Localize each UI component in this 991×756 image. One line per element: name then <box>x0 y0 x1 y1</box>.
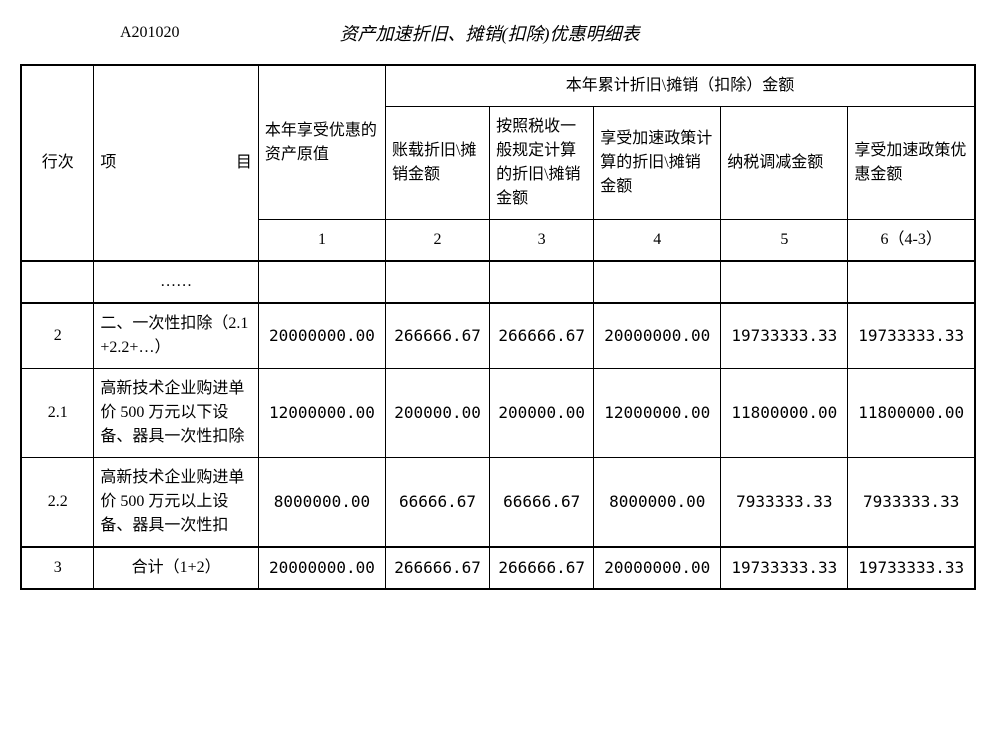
header-col6: 享受加速政策优惠金额 <box>848 107 975 220</box>
header-item: 项目 <box>94 65 259 261</box>
cell-value: 8000000.00 <box>258 458 385 548</box>
table-row: 2 二、一次性扣除（2.1+2.2+…） 20000000.00 266666.… <box>21 303 975 369</box>
cell-empty <box>721 261 848 303</box>
cell-rownum: 2 <box>21 303 94 369</box>
cell-value: 266666.67 <box>385 547 489 589</box>
cell-value: 200000.00 <box>490 369 594 458</box>
colnum-2: 2 <box>385 220 489 262</box>
table-row: 2.1 高新技术企业购进单价 500 万元以下设备、器具一次性扣除 120000… <box>21 369 975 458</box>
table-row: …… <box>21 261 975 303</box>
cell-value: 11800000.00 <box>848 369 975 458</box>
colnum-5: 5 <box>721 220 848 262</box>
cell-value: 19733333.33 <box>848 547 975 589</box>
cell-ellipsis: …… <box>94 261 259 303</box>
cell-value: 12000000.00 <box>258 369 385 458</box>
detail-table: 行次 项目 本年享受优惠的资产原值 本年累计折旧\摊销（扣除）金额 账载折旧\摊… <box>20 64 976 590</box>
cell-empty <box>258 261 385 303</box>
cell-item: 高新技术企业购进单价 500 万元以上设备、器具一次性扣 <box>94 458 259 548</box>
cell-value: 11800000.00 <box>721 369 848 458</box>
header-row-num: 行次 <box>21 65 94 261</box>
cell-value: 12000000.00 <box>594 369 721 458</box>
form-title: 资产加速折旧、摊销(扣除)优惠明细表 <box>340 20 640 46</box>
colnum-4: 4 <box>594 220 721 262</box>
cell-value: 66666.67 <box>490 458 594 548</box>
cell-value: 19733333.33 <box>848 303 975 369</box>
table-row: 2.2 高新技术企业购进单价 500 万元以上设备、器具一次性扣 8000000… <box>21 458 975 548</box>
cell-value: 66666.67 <box>385 458 489 548</box>
cell-value: 7933333.33 <box>721 458 848 548</box>
cell-item: 合计（1+2） <box>94 547 259 589</box>
cell-value: 200000.00 <box>385 369 489 458</box>
cell-rownum: 2.2 <box>21 458 94 548</box>
cell-empty <box>594 261 721 303</box>
cell-empty <box>848 261 975 303</box>
cell-value: 19733333.33 <box>721 303 848 369</box>
header-col2: 账载折旧\摊销金额 <box>385 107 489 220</box>
cell-value: 266666.67 <box>490 303 594 369</box>
cell-value: 19733333.33 <box>721 547 848 589</box>
header-col5: 纳税调减金额 <box>721 107 848 220</box>
cell-empty <box>21 261 94 303</box>
cell-value: 20000000.00 <box>258 303 385 369</box>
header-col3: 按照税收一般规定计算的折旧\摊销金额 <box>490 107 594 220</box>
colnum-6: 6（4-3） <box>848 220 975 262</box>
cell-value: 20000000.00 <box>258 547 385 589</box>
table-row: 3 合计（1+2） 20000000.00 266666.67 266666.6… <box>21 547 975 589</box>
header-accum: 本年累计折旧\摊销（扣除）金额 <box>385 65 975 107</box>
cell-value: 20000000.00 <box>594 303 721 369</box>
cell-value: 20000000.00 <box>594 547 721 589</box>
cell-rownum: 2.1 <box>21 369 94 458</box>
colnum-1: 1 <box>258 220 385 262</box>
form-code: A201020 <box>120 24 180 42</box>
cell-empty <box>385 261 489 303</box>
cell-item: 高新技术企业购进单价 500 万元以下设备、器具一次性扣除 <box>94 369 259 458</box>
cell-value: 8000000.00 <box>594 458 721 548</box>
cell-value: 7933333.33 <box>848 458 975 548</box>
cell-rownum: 3 <box>21 547 94 589</box>
colnum-3: 3 <box>490 220 594 262</box>
header-asset-orig: 本年享受优惠的资产原值 <box>258 65 385 220</box>
cell-item: 二、一次性扣除（2.1+2.2+…） <box>94 303 259 369</box>
cell-value: 266666.67 <box>490 547 594 589</box>
header-col4: 享受加速政策计算的折旧\摊销金额 <box>594 107 721 220</box>
cell-value: 266666.67 <box>385 303 489 369</box>
cell-empty <box>490 261 594 303</box>
